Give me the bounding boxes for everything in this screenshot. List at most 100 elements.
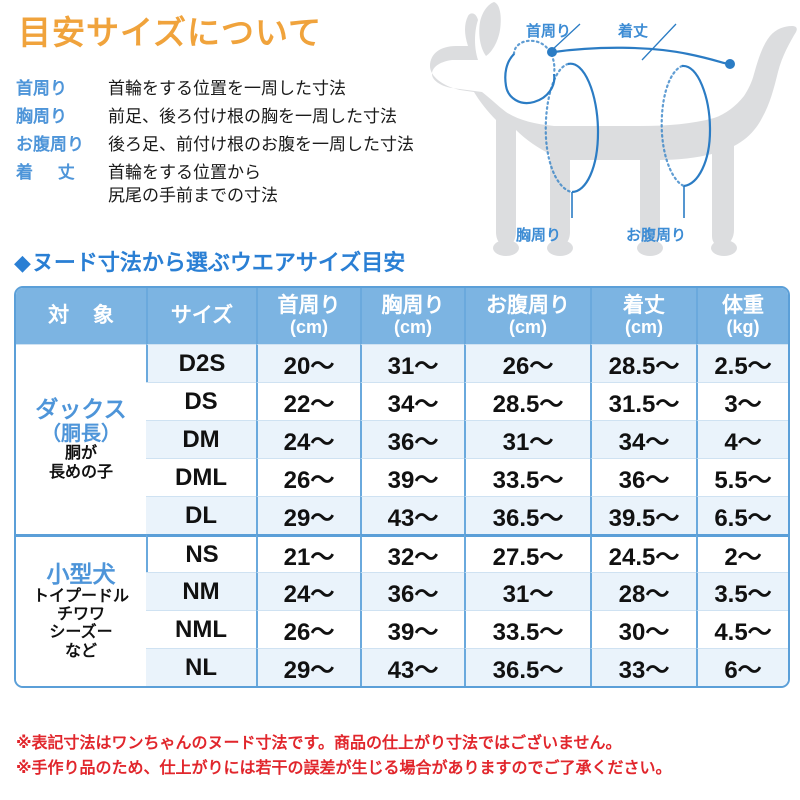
column-header-belly-unit: (cm) [508,316,547,337]
group-label-dachshund: ダックス （胴長） 胴が 長めの子 [16,344,146,534]
column-header-target-label: 対 象 [48,303,123,327]
length-measure-line [547,46,735,69]
cell-belly: 31〜 [464,420,590,458]
cell-belly: 36.5〜 [464,648,590,686]
cell-neck: 26〜 [256,610,360,648]
cell-neck: 26〜 [256,458,360,496]
belly-measure-ellipse [660,64,712,218]
column-header-neck-label: 首周り [277,293,341,317]
table-header-row: 対 象 サイズ 首周り (cm) 胸周り (cm) お腹周り [16,288,788,344]
column-header-belly-label: お腹周り [486,293,570,317]
cell-weight: 3.5〜 [696,572,788,610]
column-header-belly: お腹周り (cm) [464,288,590,344]
cell-belly: 27.5〜 [464,534,590,572]
definition-desc-neck: 首輪をする位置を一周した寸法 [108,79,346,98]
cell-weight: 5.5〜 [696,458,788,496]
cell-chest: 36〜 [360,572,464,610]
cell-belly: 26〜 [464,344,590,382]
column-header-neck: 首周り (cm) [256,288,360,344]
table-row: DL 29〜 43〜 36.5〜 39.5〜 6.5〜 [16,496,788,534]
cell-belly: 36.5〜 [464,496,590,534]
cell-weight: 6.5〜 [696,496,788,534]
table-row: DML 26〜 39〜 33.5〜 36〜 5.5〜 [16,458,788,496]
cell-neck: 29〜 [256,496,360,534]
size-table-body: ダックス （胴長） 胴が 長めの子 D2S 20〜 31〜 26〜 28.5〜 … [16,344,788,686]
group-title: ダックス [35,396,127,423]
cell-size: DML [146,458,256,496]
cell-length: 28〜 [590,572,696,610]
cell-chest: 43〜 [360,496,464,534]
column-header-weight: 体重 (kg) [696,288,788,344]
column-header-size: サイズ [146,288,256,344]
section-heading: ◆ヌード寸法から選ぶウエアサイズ目安 [14,252,405,274]
cell-length: 28.5〜 [590,344,696,382]
cell-weight: 4.5〜 [696,610,788,648]
group-label-small-dog: 小型犬 トイプードル チワワ シーズー など [16,534,146,686]
cell-chest: 43〜 [360,648,464,686]
cell-size: NM [146,572,256,610]
cell-chest: 34〜 [360,382,464,420]
column-header-neck-unit: (cm) [289,316,328,337]
neck-measure-ellipse [504,39,556,105]
column-header-length-unit: (cm) [624,316,663,337]
definition-row: 首周り 首輪をする位置を一周した寸法 [16,78,486,101]
cell-size: NL [146,648,256,686]
size-table: 対 象 サイズ 首周り (cm) 胸周り (cm) お腹周り [14,286,790,688]
table-row: NM 24〜 36〜 31〜 28〜 3.5〜 [16,572,788,610]
cell-belly: 31〜 [464,572,590,610]
cell-neck: 21〜 [256,534,360,572]
definition-term-chest: 胸周り [16,106,67,126]
table-row: NML 26〜 39〜 33.5〜 30〜 4.5〜 [16,610,788,648]
column-header-weight-unit: (kg) [726,316,760,337]
cell-neck: 22〜 [256,382,360,420]
cell-chest: 39〜 [360,610,464,648]
definition-term-belly: お腹周り [16,134,84,154]
table-row: ダックス （胴長） 胴が 長めの子 D2S 20〜 31〜 26〜 28.5〜 … [16,344,788,534]
cell-chest: 32〜 [360,534,464,572]
column-header-chest-unit: (cm) [393,316,432,337]
cell-length: 31.5〜 [590,382,696,420]
cell-neck: 24〜 [256,420,360,458]
definition-desc-chest: 前足、後ろ付け根の胸を一周した寸法 [108,106,397,126]
definition-desc-belly: 後ろ足、前付け根のお腹を一周した寸法 [108,134,414,154]
footer-note-1: ※表記寸法はワンちゃんのヌード寸法です。商品の仕上がり寸法ではございません。 [16,735,622,752]
definition-row: 胸周り 前足、後ろ付け根の胸を一周した寸法 [16,106,486,129]
table-row: DS 22〜 34〜 28.5〜 31.5〜 3〜 [16,382,788,420]
section-heading-text: ヌード寸法から選ぶウエアサイズ目安 [31,250,406,275]
cell-weight: 2.5〜 [696,344,788,382]
cell-length: 24.5〜 [590,534,696,572]
column-header-target: 対 象 [16,288,146,344]
cell-weight: 4〜 [696,420,788,458]
cell-size: DL [146,496,256,534]
leader-lines [551,23,677,61]
cell-chest: 31〜 [360,344,464,382]
group-note: トイプードル チワワ シーズー など [32,587,129,660]
definition-row: お腹周り 後ろ足、前付け根のお腹を一周した寸法 [16,134,486,157]
cell-length: 36〜 [590,458,696,496]
cell-size: NML [146,610,256,648]
cell-length: 30〜 [590,610,696,648]
diagram-label-chest: 胸周り [516,227,562,244]
cell-size: DS [146,382,256,420]
cell-belly: 33.5〜 [464,610,590,648]
cell-weight: 2〜 [696,534,788,572]
cell-chest: 39〜 [360,458,464,496]
cell-weight: 3〜 [696,382,788,420]
diagram-label-length: 着丈 [618,23,649,40]
cell-belly: 28.5〜 [464,382,590,420]
dog-measurement-diagram: 首周り 着丈 胸周り お腹周り [430,2,800,264]
table-row: 小型犬 トイプードル チワワ シーズー など NS 21〜 32〜 27.5〜 … [16,534,788,686]
cell-chest: 36〜 [360,420,464,458]
cell-length: 39.5〜 [590,496,696,534]
cell-length: 33〜 [590,648,696,686]
column-header-length: 着丈 (cm) [590,288,696,344]
group-title: 小型犬 [46,560,116,587]
group-subtitle: （胴長） [41,422,121,445]
measurement-definitions: 首周り 首輪をする位置を一周した寸法 胸周り 前足、後ろ付け根の胸を一周した寸法… [16,78,486,213]
diagram-label-belly: お腹周り [626,227,687,244]
definition-row: 着 丈 首輪をする位置から 尻尾の手前までの寸法 [16,162,486,208]
diagram-label-neck: 首周り [526,23,572,40]
column-header-size-label: サイズ [170,303,234,327]
cell-neck: 29〜 [256,648,360,686]
